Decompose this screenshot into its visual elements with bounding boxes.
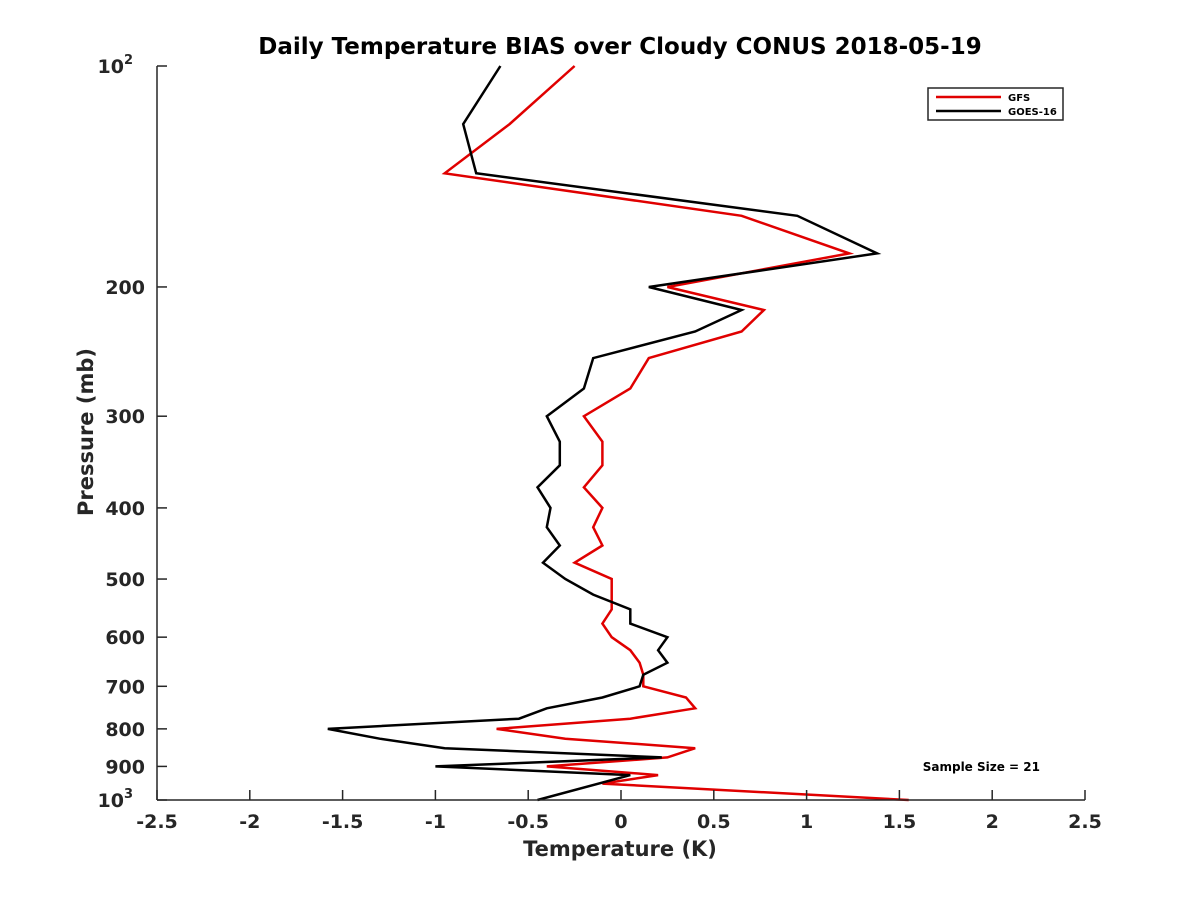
axes: [156, 66, 1085, 801]
x-tick-label: 1: [800, 811, 813, 833]
y-tick-label-exponent: 3: [124, 787, 133, 802]
y-tick-label: 500: [105, 569, 145, 591]
axis-ticks: -2.5 -2 -1.5 -1 -0.5 0 0.5 1 1.5 2 2.510 2200300400…: [98, 53, 1102, 833]
plot-area: [327, 65, 909, 802]
x-tick-label: -0.5: [507, 811, 549, 833]
x-tick-label: 2: [986, 811, 999, 833]
y-tick-label: 800: [105, 719, 145, 741]
x-tick-label: -2: [239, 811, 260, 833]
chart-title: Daily Temperature BIAS over Cloudy CONUS…: [258, 34, 981, 60]
x-tick-label: 2.5: [1068, 811, 1102, 833]
legend-box: [927, 87, 1064, 121]
y-tick-label: 300: [105, 406, 145, 428]
y-tick-label-exponent: 2: [124, 53, 133, 68]
x-axis-label: Temperature (K): [523, 837, 717, 861]
y-tick-label: 600: [105, 627, 145, 649]
x-tick-label: -2.5: [136, 811, 178, 833]
series-line-goes-16: [327, 65, 882, 802]
x-tick-label: 0: [614, 811, 627, 833]
legend-label-goes-16: GOES-16: [1008, 107, 1057, 118]
y-tick-label: 900: [105, 756, 145, 778]
y-tick-label: 700: [105, 676, 145, 698]
x-tick-label: 1.5: [883, 811, 917, 833]
x-tick-label: -1.5: [322, 811, 364, 833]
sample-size-annotation: Sample Size = 21: [923, 760, 1040, 774]
y-tick-label: 10: [98, 790, 124, 812]
y-tick-label: 10: [98, 56, 124, 78]
x-tick-label: -1: [425, 811, 446, 833]
legend-label-gfs: GFS: [1008, 93, 1030, 104]
x-tick-label: 0.5: [697, 811, 731, 833]
series-line-gfs: [441, 65, 909, 802]
y-axis-label: Pressure (mb): [74, 348, 98, 516]
legend: GFS GOES-16: [927, 87, 1064, 121]
y-tick-label: 200: [105, 277, 145, 299]
y-tick-label: 400: [105, 498, 145, 520]
